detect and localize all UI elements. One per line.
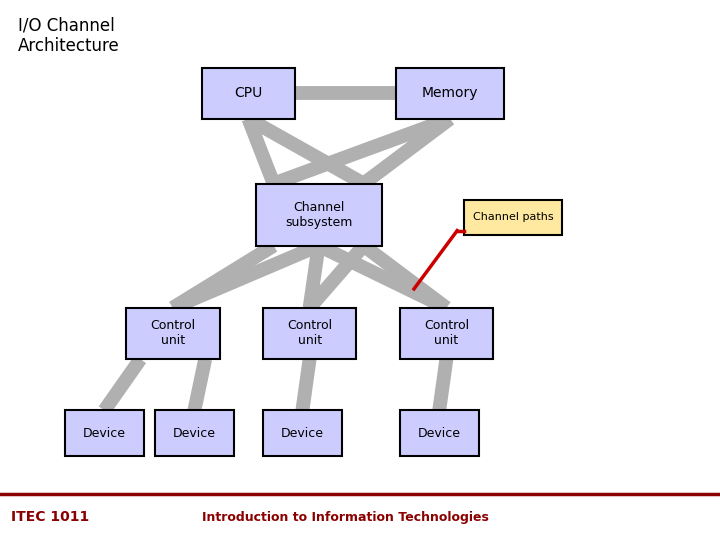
Bar xyxy=(400,308,493,359)
Text: Introduction to Information Technologies: Introduction to Information Technologies xyxy=(202,511,489,524)
Text: Control
unit: Control unit xyxy=(424,320,469,347)
Text: Control
unit: Control unit xyxy=(150,320,195,347)
Bar xyxy=(126,308,220,359)
Text: Device: Device xyxy=(173,427,216,440)
Bar xyxy=(202,68,295,119)
Bar xyxy=(396,68,504,119)
Bar xyxy=(464,200,562,235)
Text: Channel
subsystem: Channel subsystem xyxy=(285,201,352,228)
Text: Device: Device xyxy=(83,427,126,440)
Bar xyxy=(263,308,356,359)
Text: I/O Channel
Architecture: I/O Channel Architecture xyxy=(18,16,120,55)
Text: CPU: CPU xyxy=(234,86,263,100)
Bar xyxy=(155,410,234,456)
Text: Control
unit: Control unit xyxy=(287,320,332,347)
Text: Device: Device xyxy=(281,427,324,440)
Text: Memory: Memory xyxy=(422,86,478,100)
Bar xyxy=(65,410,144,456)
Text: Device: Device xyxy=(418,427,461,440)
Text: Channel paths: Channel paths xyxy=(473,212,553,222)
Bar xyxy=(256,184,382,246)
Bar xyxy=(263,410,342,456)
Text: ITEC 1011: ITEC 1011 xyxy=(11,510,89,524)
Bar xyxy=(400,410,479,456)
